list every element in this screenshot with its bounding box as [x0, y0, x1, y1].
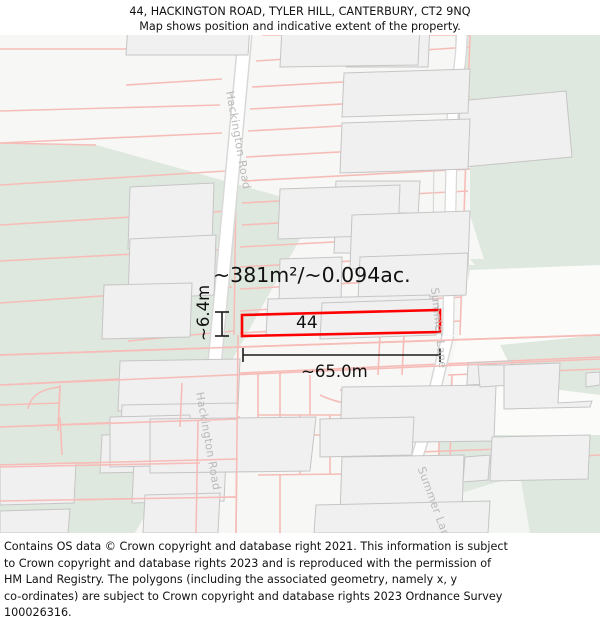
- header: 44, HACKINGTON ROAD, TYLER HILL, CANTERB…: [0, 0, 600, 35]
- footer-line: co-ordinates) are subject to Crown copyr…: [4, 589, 503, 603]
- map-vector-layer: [0, 35, 600, 533]
- footer-line: HM Land Registry. The polygons (includin…: [4, 573, 458, 586]
- page-title: 44, HACKINGTON ROAD, TYLER HILL, CANTERB…: [129, 5, 471, 18]
- plot-number-label: 44: [296, 313, 318, 333]
- width-measurement-label: ~65.0m: [301, 362, 368, 381]
- footer-line: Contains OS data © Crown copyright and d…: [4, 540, 508, 553]
- dimension-annotations: [215, 311, 441, 362]
- buildings: [0, 35, 600, 533]
- footer-line: 100026316.: [4, 606, 72, 619]
- copyright-footer: Contains OS data © Crown copyright and d…: [0, 534, 600, 625]
- property-highlight-polygon[interactable]: [240, 308, 442, 338]
- area-measurement-label: ~381m²/~0.094ac.: [213, 263, 411, 287]
- height-measurement-label: ~6.4m: [194, 284, 213, 341]
- parcel-boundaries-lowleft: [0, 416, 201, 533]
- map-canvas[interactable]: Hackington Road Hackington Road Summer L…: [0, 35, 600, 533]
- footer-line: to Crown copyright and database rights 2…: [4, 556, 492, 570]
- page-subtitle: Map shows position and indicative extent…: [139, 20, 461, 33]
- parcel-boundaries-overlay: [0, 334, 600, 533]
